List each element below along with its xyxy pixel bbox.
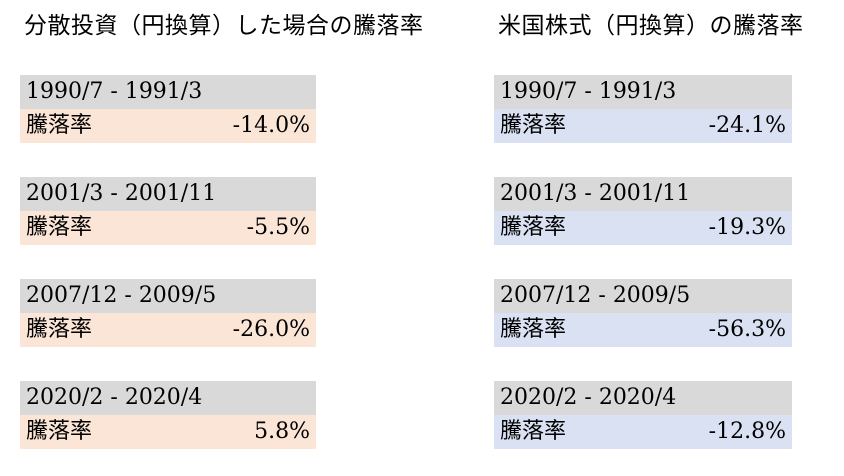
change-rate-label: 騰落率 — [500, 419, 567, 444]
diversified-panel-title: 分散投資（円換算）した場合の騰落率 — [24, 13, 424, 39]
us-stocks-panel: 米国株式（円換算）の騰落率 1990/7 - 1991/3 騰落率 -24.1%… — [494, 0, 804, 449]
change-rate-value: -56.3% — [708, 317, 786, 342]
period-range-header: 2001/3 - 2001/11 — [20, 177, 316, 211]
period-range-text: 2020/2 - 2020/4 — [26, 385, 203, 410]
change-rate-label: 騰落率 — [500, 317, 567, 342]
period-range-text: 1990/7 - 1991/3 — [26, 79, 203, 104]
period-block: 2020/2 - 2020/4 騰落率 -12.8% — [494, 381, 792, 449]
change-rate-value: -26.0% — [232, 317, 310, 342]
change-rate-label: 騰落率 — [26, 419, 93, 444]
change-rate-label: 騰落率 — [26, 113, 93, 138]
us-stocks-panel-title: 米国株式（円換算）の騰落率 — [498, 13, 804, 39]
period-range-text: 2001/3 - 2001/11 — [26, 181, 217, 206]
change-rate-value: -5.5% — [246, 215, 310, 240]
change-rate-label: 騰落率 — [26, 317, 93, 342]
change-rate-row: 騰落率 -24.1% — [494, 109, 792, 143]
period-range-header: 1990/7 - 1991/3 — [494, 75, 792, 109]
change-rate-row: 騰落率 5.8% — [20, 415, 316, 449]
period-range-header: 2020/2 - 2020/4 — [20, 381, 316, 415]
change-rate-row: 騰落率 -14.0% — [20, 109, 316, 143]
period-range-header: 2001/3 - 2001/11 — [494, 177, 792, 211]
change-rate-label: 騰落率 — [26, 215, 93, 240]
change-rate-row: 騰落率 -19.3% — [494, 211, 792, 245]
change-rate-value: -24.1% — [708, 113, 786, 138]
period-block: 1990/7 - 1991/3 騰落率 -14.0% — [20, 75, 316, 143]
period-block: 2007/12 - 2009/5 騰落率 -26.0% — [20, 279, 316, 347]
period-block: 1990/7 - 1991/3 騰落率 -24.1% — [494, 75, 792, 143]
period-block: 2001/3 - 2001/11 騰落率 -19.3% — [494, 177, 792, 245]
period-range-text: 2007/12 - 2009/5 — [500, 283, 691, 308]
period-range-text: 2001/3 - 2001/11 — [500, 181, 691, 206]
diversified-investment-panel: 分散投資（円換算）した場合の騰落率 1990/7 - 1991/3 騰落率 -1… — [20, 0, 424, 449]
period-range-text: 2007/12 - 2009/5 — [26, 283, 217, 308]
period-range-header: 2020/2 - 2020/4 — [494, 381, 792, 415]
period-block: 2020/2 - 2020/4 騰落率 5.8% — [20, 381, 316, 449]
period-range-text: 2020/2 - 2020/4 — [500, 385, 677, 410]
change-rate-label: 騰落率 — [500, 113, 567, 138]
change-rate-value: -14.0% — [232, 113, 310, 138]
change-rate-value: -19.3% — [708, 215, 786, 240]
period-block: 2001/3 - 2001/11 騰落率 -5.5% — [20, 177, 316, 245]
period-block: 2007/12 - 2009/5 騰落率 -56.3% — [494, 279, 792, 347]
period-range-text: 1990/7 - 1991/3 — [500, 79, 677, 104]
period-range-header: 1990/7 - 1991/3 — [20, 75, 316, 109]
change-rate-row: 騰落率 -56.3% — [494, 313, 792, 347]
change-rate-row: 騰落率 -5.5% — [20, 211, 316, 245]
period-range-header: 2007/12 - 2009/5 — [20, 279, 316, 313]
change-rate-row: 騰落率 -26.0% — [20, 313, 316, 347]
change-rate-value: -12.8% — [708, 419, 786, 444]
change-rate-label: 騰落率 — [500, 215, 567, 240]
change-rate-row: 騰落率 -12.8% — [494, 415, 792, 449]
change-rate-value: 5.8% — [254, 419, 310, 444]
period-range-header: 2007/12 - 2009/5 — [494, 279, 792, 313]
